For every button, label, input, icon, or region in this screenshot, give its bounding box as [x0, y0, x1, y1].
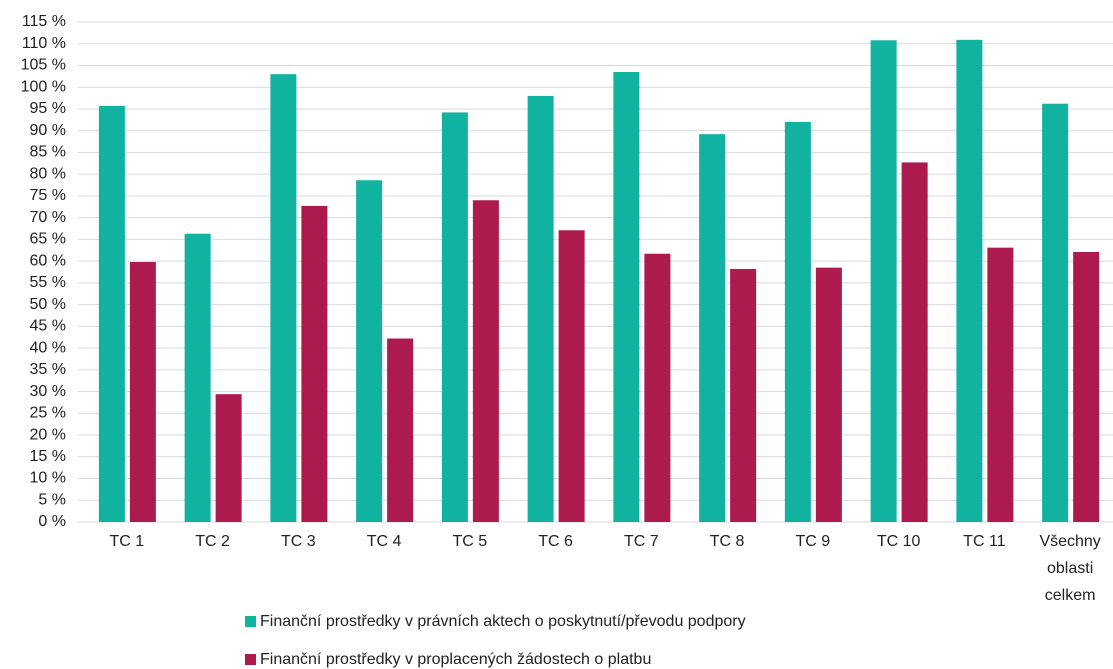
bar — [387, 338, 414, 522]
x-tick-label: TC 10 — [877, 533, 921, 550]
y-tick-label: 0 % — [38, 513, 66, 530]
y-tick-label: 55 % — [30, 274, 66, 291]
bar — [1042, 103, 1069, 522]
bar — [558, 230, 585, 522]
bar — [644, 253, 671, 522]
y-tick-label: 110 % — [22, 35, 66, 52]
y-tick-label: 25 % — [30, 405, 66, 422]
bar — [215, 394, 242, 522]
legend-swatch — [245, 616, 256, 627]
bar — [98, 105, 125, 523]
x-tick-label: TC 1 — [110, 533, 145, 550]
y-tick-label: 105 % — [21, 57, 66, 74]
y-tick-label: 115 % — [22, 13, 66, 30]
legend-label: Finanční prostředky v právních aktech o … — [260, 613, 746, 630]
bar — [270, 74, 297, 522]
x-tick-label: Všechny oblasti celkem — [1039, 533, 1100, 604]
bar — [1073, 252, 1100, 522]
y-tick-label: 75 % — [30, 187, 66, 204]
x-tick-label: TC 11 — [963, 533, 1005, 550]
x-tick-label: TC 9 — [796, 533, 831, 550]
y-tick-label: 50 % — [30, 296, 66, 313]
bar — [730, 268, 757, 522]
bar — [527, 95, 554, 523]
y-tick-label: 85 % — [30, 144, 66, 161]
y-tick-label: 65 % — [30, 231, 66, 248]
x-tick-label: TC 8 — [710, 533, 745, 550]
bar — [699, 134, 726, 522]
y-tick-label: 70 % — [30, 209, 66, 226]
bar — [870, 40, 897, 523]
bar — [184, 233, 211, 522]
legend-label: Finanční prostředky v proplacených žádos… — [260, 651, 651, 668]
bar — [441, 112, 468, 522]
bar — [301, 205, 328, 523]
x-tick-label: TC 3 — [281, 533, 316, 550]
x-tick-label: TC 7 — [624, 533, 659, 550]
bar — [613, 72, 640, 522]
bar — [901, 162, 928, 522]
bar — [815, 267, 842, 522]
y-tick-label: 10 % — [30, 470, 66, 487]
x-tick-label: TC 4 — [367, 533, 402, 550]
x-tick-label: TC 5 — [453, 533, 488, 550]
y-tick-label: 90 % — [30, 122, 66, 139]
y-tick-label: 20 % — [30, 426, 66, 443]
y-tick-label: 80 % — [30, 165, 66, 182]
y-tick-label: 100 % — [21, 78, 66, 95]
y-tick-label: 15 % — [30, 448, 66, 465]
y-tick-label: 95 % — [30, 100, 66, 117]
bar — [987, 247, 1014, 523]
x-tick-label: TC 2 — [195, 533, 230, 550]
bar — [784, 122, 811, 522]
bar — [356, 180, 383, 522]
x-tick-label: TC 6 — [538, 533, 573, 550]
y-tick-label: 35 % — [30, 361, 66, 378]
bar — [129, 262, 156, 522]
legend-swatch — [245, 654, 256, 665]
y-tick-label: 40 % — [30, 339, 66, 356]
bar — [472, 200, 499, 522]
y-tick-label: 60 % — [30, 252, 66, 269]
bar — [956, 39, 983, 523]
y-tick-label: 45 % — [30, 318, 66, 335]
y-tick-label: 30 % — [30, 383, 66, 400]
y-tick-label: 5 % — [38, 491, 66, 508]
